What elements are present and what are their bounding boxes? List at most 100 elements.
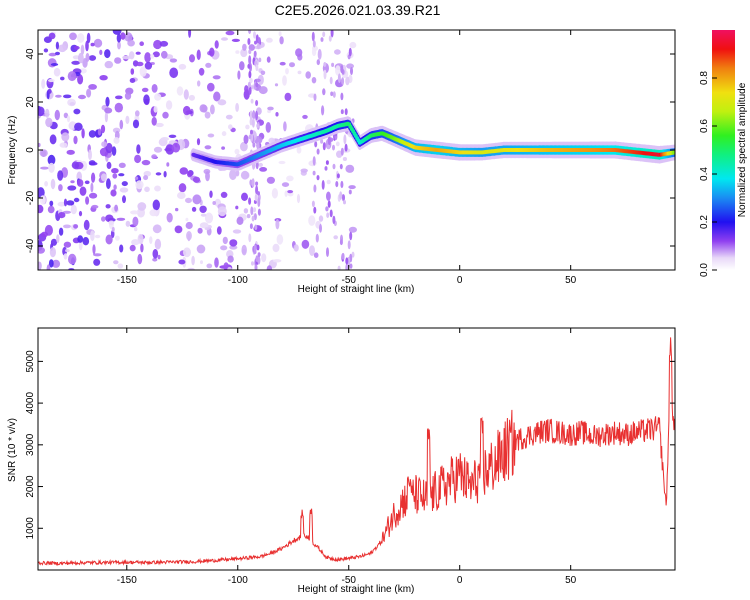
snr-x-tick-label: -150 — [117, 575, 137, 586]
spectrogram-noise-blob — [81, 128, 85, 139]
colorbar-tick-label: 0.0 — [699, 263, 710, 277]
spectrogram-noise-blob — [48, 162, 55, 173]
spectrogram-noise-blob — [73, 108, 81, 115]
spectrogram-noise-blob — [241, 244, 247, 256]
spectrogram-noise-blob — [209, 190, 213, 198]
spectrogram-noise-blob — [55, 51, 60, 56]
spectrogram-noise-blob — [255, 82, 259, 88]
spectrogram-noise-blob — [162, 111, 169, 119]
spectrogram-noise-blob — [163, 171, 167, 178]
spectrogram-noise-blob — [105, 96, 110, 107]
spectrogram-noise-blob — [331, 62, 335, 67]
colorbar-tick-label: 0.6 — [699, 119, 710, 133]
spectrogram-noise-blob — [322, 88, 326, 96]
spectrogram-noise-blob — [348, 189, 352, 195]
spectrogram-noise-blob — [183, 89, 189, 100]
spectrogram-noise-blob — [327, 144, 330, 150]
spectrogram-noise-blob — [129, 244, 136, 252]
spectrogram-noise-blob — [51, 259, 61, 268]
spectrogram-noise-blob — [58, 227, 64, 236]
spectrogram-noise-blob — [350, 67, 353, 75]
spectrogram-noise-blob — [70, 180, 75, 184]
spectrogram-noise-blob — [100, 124, 106, 134]
spectrogram-noise-blob — [312, 40, 316, 48]
spectrogram-noise-blob — [266, 176, 275, 184]
spectrogram-y-tick-label: 40 — [25, 48, 36, 60]
spectrogram-noise-blob — [207, 133, 215, 138]
spectrogram-noise-blob — [143, 170, 152, 177]
spectrogram-noise-blob — [257, 197, 261, 208]
spectrogram-noise-blob — [324, 166, 328, 171]
spectrogram-noise-blob — [234, 148, 240, 155]
spectrogram-noise-blob — [345, 164, 355, 173]
spectrogram-noise-blob — [119, 119, 124, 130]
spectrogram-noise-blob — [332, 91, 336, 98]
spectrogram-noise-blob — [93, 253, 102, 257]
spectrogram-noise-blob — [55, 94, 62, 98]
spectrogram-noise-blob — [104, 49, 111, 59]
snr-y-tick-label: 5000 — [25, 350, 36, 373]
spectrogram-noise-blob — [254, 40, 257, 45]
spectrogram-noise-blob — [122, 55, 131, 60]
spectrogram-noise-blob — [165, 100, 173, 110]
spectrogram-noise-blob — [251, 118, 255, 128]
spectrogram-noise-blob — [253, 31, 256, 39]
spectrogram-noise-blob — [204, 212, 214, 224]
colorbar-tick-label: 0.4 — [699, 167, 710, 181]
spectrogram-noise-blob — [150, 54, 155, 59]
spectrogram-noise-blob — [332, 163, 336, 170]
spectrogram-noise-blob — [111, 168, 119, 174]
spectrogram-noise-blob — [255, 255, 259, 262]
spectrogram-noise-blob — [339, 163, 343, 170]
spectrogram-noise-blob — [296, 193, 301, 204]
spectrogram-noise-blob — [65, 249, 70, 253]
spectrogram-noise-blob — [272, 243, 280, 253]
spectrogram-noise-blob — [119, 187, 129, 193]
spectrogram-noise-blob — [48, 259, 54, 268]
spectrogram-noise-blob — [111, 146, 117, 156]
spectrogram-noise-blob — [124, 92, 132, 100]
spectrogram-noise-blob — [272, 259, 282, 263]
spectrogram-noise-blob — [101, 141, 108, 148]
spectrogram-noise-blob — [73, 45, 80, 50]
spectrogram-noise-blob — [267, 106, 274, 111]
spectrogram-noise-blob — [237, 70, 241, 80]
spectrogram-noise-blob — [248, 49, 252, 55]
spectrogram-noise-blob — [154, 185, 161, 192]
spectrogram-x-tick-label: 0 — [457, 275, 463, 286]
spectrogram-noise-blob — [155, 122, 164, 128]
spectrogram-noise-blob — [214, 40, 219, 49]
spectrogram-noise-blob — [152, 199, 160, 211]
spectrogram-noise-blob — [118, 162, 126, 168]
spectrogram-noise-blob — [221, 146, 226, 150]
spectrogram-noise-blob — [168, 134, 177, 138]
spectrogram-noise-blob — [231, 38, 240, 43]
spectrogram-noise-blob — [132, 119, 140, 129]
spectrogram-noise-blob — [120, 32, 126, 40]
spectrogram-noise-blob — [257, 37, 261, 44]
spectrogram-noise-blob — [240, 48, 248, 58]
spectrogram-noise-blob — [69, 32, 77, 41]
spectrogram-noise-blob — [62, 210, 71, 214]
spectrogram-noise-blob — [258, 86, 268, 95]
spectrogram-noise-blob — [77, 33, 85, 43]
spectrogram-noise-blob — [198, 67, 205, 76]
spectrogram-noise-blob — [79, 186, 87, 196]
spectrogram-noise-blob — [251, 111, 255, 118]
spectrogram-noise-blob — [139, 41, 144, 46]
spectrogram-noise-blob — [258, 57, 262, 63]
spectrogram-noise-blob — [204, 111, 211, 119]
spectrogram-x-label: Height of straight line (km) — [298, 284, 415, 295]
spectrogram-noise-blob — [130, 210, 139, 215]
spectrogram-noise-blob — [151, 154, 158, 159]
spectrogram-noise-blob — [257, 191, 260, 196]
spectrogram-noise-blob — [56, 234, 60, 244]
snr-series-line — [38, 337, 675, 567]
spectrogram-noise-blob — [188, 94, 195, 101]
spectrogram-noise-blob — [254, 224, 258, 231]
spectrogram-noise-blob — [320, 37, 324, 42]
spectrogram-noise-blob — [235, 50, 240, 54]
spectrogram-noise-blob — [281, 182, 290, 188]
spectrogram-noise-blob — [110, 189, 117, 197]
spectrogram-noise-blob — [246, 214, 251, 219]
